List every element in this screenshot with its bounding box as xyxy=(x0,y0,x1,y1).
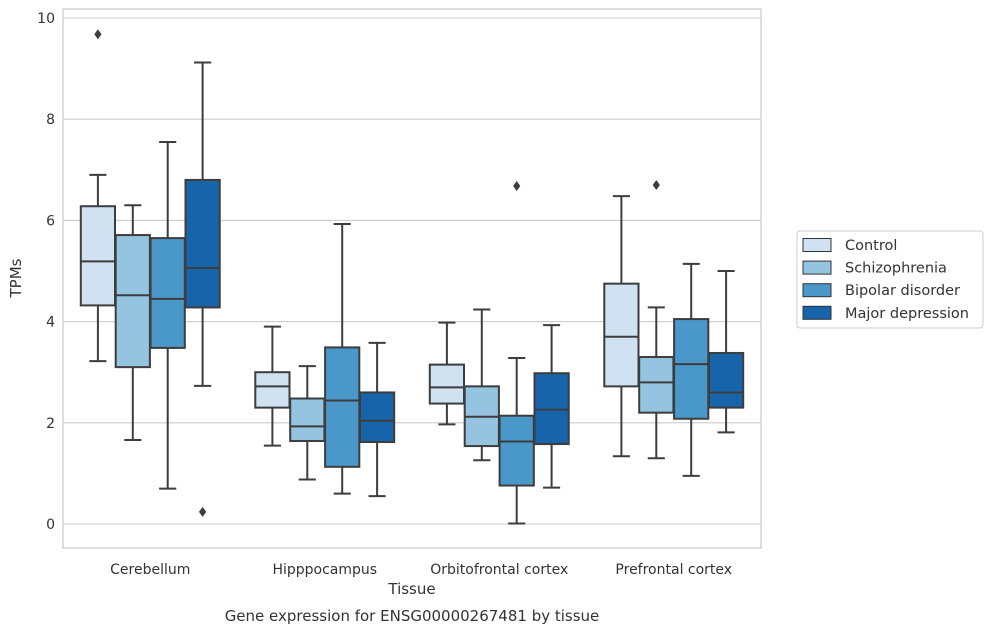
box-group xyxy=(324,222,361,495)
legend-frame xyxy=(796,230,984,329)
x-axis-label: Tissue xyxy=(387,580,435,598)
outlier-marker xyxy=(513,180,521,191)
box-iqr xyxy=(254,371,291,409)
x-tick-label: Hipppocampus xyxy=(272,562,377,578)
legend-swatch xyxy=(802,260,832,275)
x-tick-label: Cerebellum xyxy=(110,562,190,578)
y-tick-label: 0 xyxy=(46,517,55,533)
box-group xyxy=(533,324,570,489)
chart-caption: Gene expression for ENSG00000267481 by t… xyxy=(225,607,600,625)
y-tick-labels: 0 2 4 6 8 10 xyxy=(37,11,55,533)
x-tick-label: Orbitofrontal cortex xyxy=(430,562,568,578)
box-groups xyxy=(79,29,745,525)
y-axis-label: TPMs xyxy=(7,258,25,298)
y-tick-label: 6 xyxy=(46,213,55,229)
box-group xyxy=(603,195,640,458)
legend-swatch xyxy=(802,305,832,320)
box-iqr xyxy=(673,318,710,420)
box-group xyxy=(498,180,535,525)
box-iqr xyxy=(149,237,186,349)
plot-frame xyxy=(62,8,762,549)
legend-label: Schizophrenia xyxy=(845,261,947,277)
box-group xyxy=(673,262,710,477)
x-tick-label: Prefrontal cortex xyxy=(615,562,732,578)
box-iqr xyxy=(79,205,117,307)
legend: Control Schizophrenia Bipolar disorder Majo… xyxy=(796,230,984,329)
outlier-marker xyxy=(199,506,207,517)
legend-label: Major depression xyxy=(845,306,969,322)
box-iqr xyxy=(324,346,361,468)
y-tick-label: 8 xyxy=(46,112,55,128)
outlier-marker xyxy=(94,29,102,40)
legend-swatch xyxy=(802,283,832,298)
box-group xyxy=(149,140,186,490)
box-group xyxy=(79,29,117,363)
box-group xyxy=(184,61,221,517)
box-iqr xyxy=(707,351,745,409)
box-group xyxy=(428,321,466,426)
box-group xyxy=(114,204,151,442)
legend-label: Control xyxy=(845,238,897,254)
box-group xyxy=(707,270,745,434)
box-group xyxy=(463,308,500,462)
box-iqr xyxy=(603,282,640,388)
box-iqr xyxy=(638,356,675,414)
box-iqr xyxy=(358,391,396,444)
box-group xyxy=(289,365,326,481)
box-iqr xyxy=(498,414,535,487)
box-group xyxy=(254,325,291,447)
box-iqr xyxy=(533,372,570,446)
box-group xyxy=(638,179,675,460)
y-tick-label: 4 xyxy=(46,315,55,331)
box-group xyxy=(358,341,396,498)
box-iqr xyxy=(184,178,221,309)
box-iqr xyxy=(428,363,466,405)
legend-label: Bipolar disorder xyxy=(845,283,960,299)
x-tick-labels: Cerebellum Hipppocampus Orbitofrontal cort… xyxy=(110,562,732,578)
y-tick-label: 2 xyxy=(46,416,55,432)
legend-swatch xyxy=(802,238,832,252)
box-iqr xyxy=(289,397,326,443)
outlier-marker xyxy=(652,179,660,190)
y-tick-label: 10 xyxy=(37,11,55,27)
box-iqr xyxy=(114,234,151,369)
